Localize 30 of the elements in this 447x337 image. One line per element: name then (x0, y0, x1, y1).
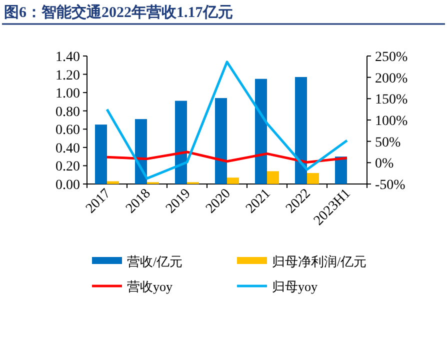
legend-label: 营收/亿元 (127, 254, 183, 269)
y2-tick-label: -50% (375, 178, 406, 193)
y-tick-label: 0.20 (56, 160, 80, 175)
y2-tick-label: 250% (375, 50, 408, 65)
bar (227, 178, 239, 184)
y-tick-label: 1.40 (56, 50, 80, 65)
y-tick-label: 0.40 (56, 141, 80, 156)
bar (175, 100, 187, 184)
bar (267, 171, 279, 184)
legend-label: 营收yoy (127, 279, 173, 294)
bar (107, 181, 119, 184)
y-tick-label: 1.00 (56, 86, 80, 102)
y-tick-label: 0.80 (56, 104, 80, 120)
y-tick-label: 1.20 (56, 68, 80, 84)
bar (335, 156, 347, 184)
y2-tick-label: 0% (375, 156, 394, 172)
y2-tick-label: 100% (375, 114, 408, 129)
bar (307, 173, 319, 184)
bar (255, 78, 267, 184)
legend-label: 归母净利润/亿元 (272, 254, 367, 269)
y-tick-label: 0.00 (56, 178, 80, 193)
y2-tick-label: 150% (375, 92, 408, 108)
bar (295, 77, 307, 184)
bar (95, 124, 107, 184)
y-tick-label: 0.60 (56, 123, 80, 138)
y2-tick-label: 200% (375, 71, 408, 86)
y2-tick-label: 50% (375, 135, 401, 150)
bar (215, 98, 227, 184)
title: 图6：智能交通2022年营收1.17亿元 (4, 5, 233, 21)
legend-label: 归母yoy (272, 279, 318, 294)
